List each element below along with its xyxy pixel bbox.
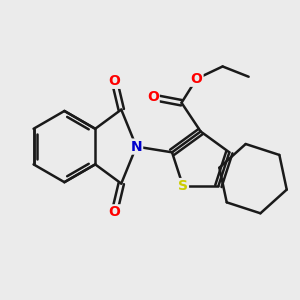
Text: O: O bbox=[147, 90, 159, 104]
Text: O: O bbox=[109, 205, 120, 219]
Text: S: S bbox=[178, 179, 188, 193]
Text: N: N bbox=[130, 140, 142, 154]
Text: O: O bbox=[109, 74, 120, 88]
Text: O: O bbox=[190, 72, 202, 86]
